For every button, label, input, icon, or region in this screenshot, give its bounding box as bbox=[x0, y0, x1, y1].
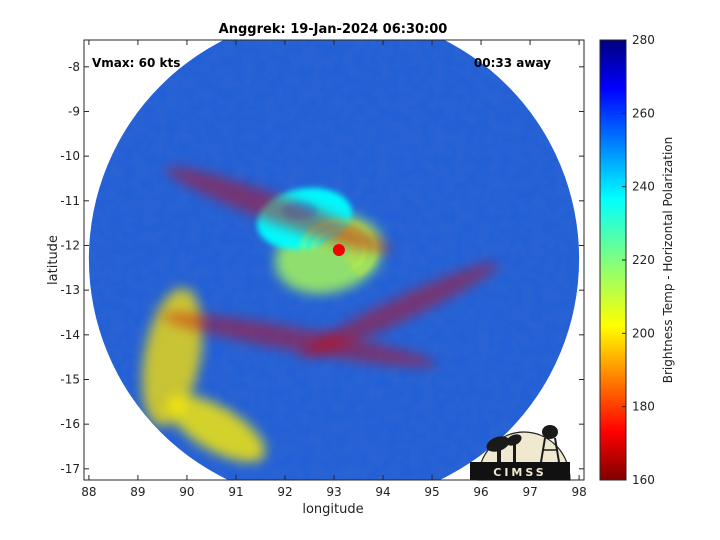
colorbar-tick-label: 200 bbox=[632, 326, 655, 340]
x-tick-label: 88 bbox=[81, 485, 96, 499]
y-tick-label: -11 bbox=[60, 194, 80, 208]
x-tick-label: 95 bbox=[424, 485, 439, 499]
colorbar-tick-label: 180 bbox=[632, 400, 655, 414]
y-tick-label: -12 bbox=[60, 238, 80, 252]
colorbar-tick-label: 160 bbox=[632, 473, 655, 487]
cimss-logo: CIMSS bbox=[470, 425, 571, 481]
y-tick-label: -17 bbox=[60, 462, 80, 476]
vmax-annotation: Vmax: 60 kts bbox=[92, 56, 180, 70]
colorbar-tick-label: 220 bbox=[632, 253, 655, 267]
x-tick-label: 93 bbox=[326, 485, 341, 499]
colorbar-label: Brightness Temp - Horizontal Polarizatio… bbox=[661, 137, 675, 384]
y-tick-label: -8 bbox=[68, 60, 80, 74]
y-axis-ticks: -8 -9 -10 -11 -12 -13 -14 -15 -16 -17 bbox=[60, 60, 584, 476]
logo-text: CIMSS bbox=[493, 466, 546, 479]
x-tick-label: 90 bbox=[179, 485, 194, 499]
outer-band bbox=[299, 262, 499, 358]
y-tick-label: -9 bbox=[68, 104, 80, 118]
logo-dish-2 bbox=[506, 434, 522, 446]
x-tick-label: 96 bbox=[473, 485, 488, 499]
colorbar-tick-label: 240 bbox=[632, 180, 655, 194]
logo-dish-stand-2 bbox=[513, 443, 516, 462]
logo-dish-stand bbox=[497, 447, 501, 462]
colorbar-gradient bbox=[599, 39, 627, 481]
feature-rain-band-south bbox=[167, 395, 266, 463]
colorbar-tick-label: 280 bbox=[632, 33, 655, 47]
storm-eye bbox=[332, 243, 345, 256]
x-tick-label: 91 bbox=[228, 485, 243, 499]
y-tick-label: -16 bbox=[60, 417, 80, 431]
logo-dish bbox=[486, 436, 510, 452]
time-offset-annotation: 00:33 away bbox=[474, 56, 551, 70]
y-tick-label: -14 bbox=[60, 328, 80, 342]
outer-band bbox=[166, 166, 392, 254]
colorbar-tick-label: 260 bbox=[632, 106, 655, 120]
y-tick-label: -15 bbox=[60, 372, 80, 386]
x-tick-label: 98 bbox=[571, 485, 586, 499]
y-tick-label: -10 bbox=[60, 149, 80, 163]
x-tick-label: 89 bbox=[130, 485, 145, 499]
y-tick-label: -13 bbox=[60, 283, 80, 297]
colorbar: 160 180 200 220 240 260 280 Brightness Temp - … bbox=[599, 33, 675, 487]
chart-title: Anggrek: 19-Jan-2024 06:30:00 bbox=[219, 22, 448, 37]
plot-area bbox=[84, 40, 584, 480]
colorbar-ticks: 160 180 200 220 240 260 280 bbox=[622, 33, 655, 487]
outer-band bbox=[161, 312, 437, 367]
brightness-temperature-swath bbox=[88, 40, 580, 480]
x-tick-label: 94 bbox=[375, 485, 390, 499]
feature-layer bbox=[142, 166, 499, 463]
x-axis-label: longitude bbox=[302, 502, 363, 517]
x-tick-label: 97 bbox=[522, 485, 537, 499]
y-axis-label: latitude bbox=[46, 235, 61, 285]
x-axis-ticks: 88 89 90 91 92 93 94 95 96 97 98 bbox=[81, 40, 587, 499]
logo-band bbox=[470, 462, 570, 480]
x-tick-label: 92 bbox=[277, 485, 292, 499]
logo-tower-tank bbox=[542, 425, 558, 439]
